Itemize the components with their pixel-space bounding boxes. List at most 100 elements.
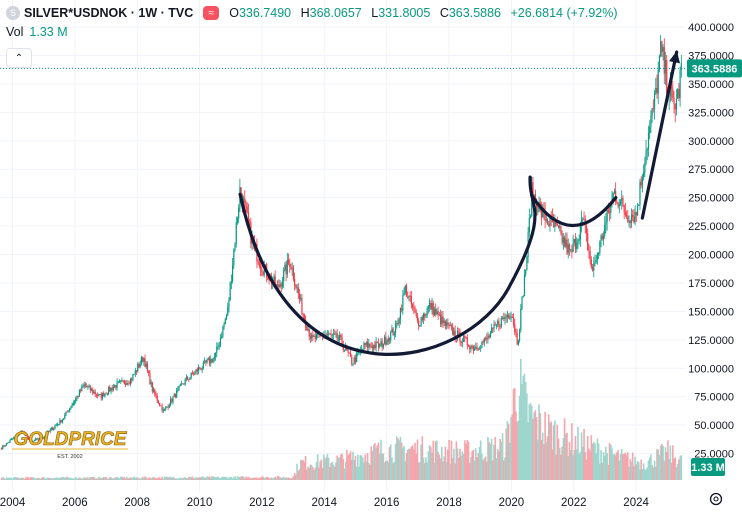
gear-icon[interactable] [709, 492, 723, 506]
volume-bar [196, 477, 199, 480]
volume-bar [106, 478, 109, 480]
x-tick-label: 2010 [187, 497, 213, 509]
candle [432, 303, 434, 316]
volume-bar [515, 411, 517, 480]
volume-bar [530, 405, 533, 480]
volume-bar [17, 477, 20, 480]
silver-coin-icon[interactable]: S [6, 6, 20, 20]
x-tick-label: 2016 [374, 497, 400, 509]
candle [103, 392, 105, 397]
volume-bar [663, 460, 666, 480]
volume-bar [504, 457, 506, 480]
volume-bar [376, 445, 379, 480]
candle [184, 379, 186, 384]
candle [534, 194, 536, 202]
volume-bar [377, 442, 380, 480]
volume-bar [523, 373, 526, 480]
volume-bar [128, 477, 131, 480]
breakout-arrow [640, 50, 679, 220]
volume-bar [205, 477, 207, 480]
volume-bar [569, 449, 572, 480]
candle [240, 187, 242, 195]
candle [273, 276, 275, 283]
volume-bar [110, 477, 112, 480]
candle [516, 333, 518, 345]
volume-bar [394, 443, 397, 480]
volume-bar [188, 476, 190, 480]
candle [357, 352, 359, 354]
volume-bar [256, 477, 258, 480]
candle [17, 433, 20, 436]
volume-bar [346, 449, 348, 480]
collapse-legend-button[interactable]: ⌃ [6, 48, 32, 68]
candle [448, 324, 450, 327]
candle [504, 316, 506, 320]
wave-icon[interactable]: ≈ [203, 6, 220, 20]
candle [472, 345, 474, 351]
candle [672, 88, 674, 99]
candle [14, 436, 16, 438]
volume-bar [501, 433, 504, 480]
volume-bar [341, 453, 343, 480]
candle [75, 398, 77, 402]
candle [643, 172, 645, 177]
candle [176, 390, 178, 398]
volume-bar [302, 460, 304, 480]
candle [494, 324, 496, 326]
candle [268, 279, 270, 281]
candle [132, 374, 134, 381]
volume-bar [467, 441, 470, 480]
candle [95, 394, 98, 396]
volume-bar [555, 454, 557, 480]
volume-bar [511, 414, 514, 480]
candle [563, 237, 566, 247]
candle [566, 239, 568, 254]
candle [15, 434, 17, 437]
candle [245, 202, 247, 207]
candle [523, 274, 526, 297]
candle [89, 386, 91, 391]
candle [477, 348, 479, 350]
candle [576, 242, 578, 249]
volume-bar [241, 476, 244, 480]
volume-bar [248, 478, 251, 480]
candle [31, 440, 33, 442]
volume-bar [574, 436, 577, 480]
volume-bar [173, 477, 176, 480]
volume-bar [21, 477, 24, 480]
volume-bar [422, 457, 425, 480]
volume-bar [477, 452, 480, 480]
candle [589, 251, 591, 260]
candle [123, 380, 125, 384]
volume-bar [99, 477, 101, 480]
volume-bar [184, 477, 186, 480]
volume-bar [436, 440, 438, 480]
volume-bar [528, 404, 531, 480]
volume-bar [144, 476, 146, 480]
volume-bar [404, 461, 407, 480]
candle [149, 372, 151, 384]
candle [409, 295, 411, 297]
volume-bar [291, 477, 293, 480]
volume-bar [622, 454, 624, 480]
y-tick-label: 125.0000 [688, 335, 734, 347]
volume-bar [670, 462, 673, 480]
volume-bar [267, 476, 269, 480]
candle [287, 259, 290, 264]
volume-bar [214, 477, 217, 480]
volume-bar [229, 476, 231, 480]
candle [444, 320, 447, 326]
volume-bar [171, 477, 173, 480]
symbol-title[interactable]: SILVER*USDNOK · 1W · TVC [24, 6, 194, 20]
volume-bar [335, 462, 337, 480]
volume-bar [301, 460, 303, 480]
volume-bar [191, 476, 194, 480]
volume-bar [473, 460, 476, 480]
candle [9, 439, 11, 443]
volume-bar [313, 469, 315, 480]
volume-bar [363, 462, 365, 480]
x-tick-label: 2024 [623, 497, 649, 509]
candle [101, 392, 104, 398]
